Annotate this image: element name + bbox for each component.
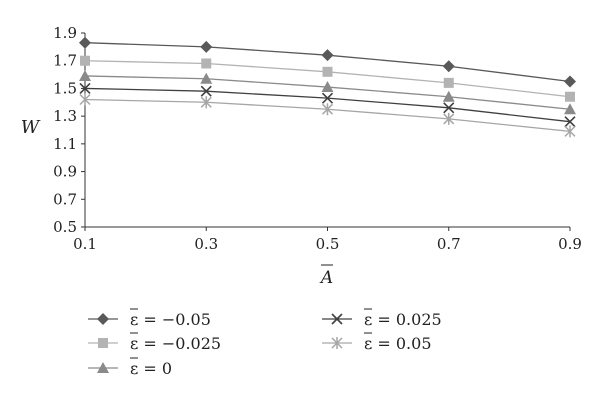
series-3 (79, 69, 576, 115)
data-point (321, 92, 334, 104)
data-point (564, 125, 576, 138)
data-point (564, 75, 576, 88)
data-point (321, 103, 334, 116)
series-4 (79, 82, 576, 128)
legend-item: ε = 0.05 (322, 332, 432, 353)
legend-item: ε = 0 (88, 357, 172, 378)
data-point (564, 103, 576, 115)
x-tick-label: 0.9 (558, 235, 582, 253)
data-point (80, 55, 90, 66)
legend-marker (331, 313, 343, 325)
data-point (564, 116, 576, 128)
data-point (200, 40, 213, 53)
legend-marker (331, 337, 343, 349)
legend-label: ε = 0 (130, 359, 172, 378)
x-tick-label: 0.3 (194, 235, 218, 253)
data-point (200, 85, 212, 97)
series-layer (79, 36, 576, 138)
legend-item: ε = −0.025 (88, 332, 221, 353)
legend-label: ε = −0.025 (130, 334, 221, 353)
data-point (565, 91, 575, 102)
x-axis-label: A (319, 268, 333, 288)
legend-marker (97, 362, 109, 373)
legend-marker (98, 338, 108, 348)
data-point (321, 49, 334, 62)
data-point (200, 96, 212, 109)
y-tick-label: 1.9 (53, 24, 77, 42)
y-tick-label: 0.5 (53, 218, 77, 236)
legend-item: ε = 0.025 (322, 308, 442, 329)
data-point (442, 90, 455, 102)
data-point (200, 72, 213, 84)
y-ticks: 0.5 0.7 0.9 1.1 1.3 1.5 1.7 1.9 (53, 24, 85, 236)
x-ticks: 0.1 0.3 0.5 0.7 0.9 (73, 227, 582, 253)
series-5 (79, 93, 576, 138)
data-point (443, 102, 455, 114)
y-tick-label: 1.1 (53, 135, 77, 153)
x-tick-label: 0.1 (73, 235, 97, 253)
legend-label: ε = −0.05 (130, 310, 211, 329)
y-tick-label: 1.3 (53, 107, 77, 125)
series-1 (79, 36, 576, 88)
x-tick-label: 0.5 (316, 235, 340, 253)
y-tick-label: 1.5 (53, 79, 77, 97)
data-point (79, 93, 91, 106)
data-point (79, 69, 91, 81)
legend-item: ε = −0.05 (88, 308, 211, 329)
y-tick-label: 1.7 (53, 52, 77, 70)
x-tick-label: 0.7 (437, 235, 461, 253)
y-tick-label: 0.7 (53, 190, 77, 208)
legend-label: ε = 0.05 (364, 334, 432, 353)
data-point (79, 36, 91, 49)
series-2 (80, 55, 575, 102)
legend-label: ε = 0.025 (364, 310, 442, 329)
data-point (201, 58, 212, 69)
y-tick-label: 0.9 (53, 163, 77, 181)
legend-marker (97, 313, 109, 325)
data-point (443, 112, 455, 125)
data-point (443, 77, 454, 88)
y-axis-label: W (21, 117, 41, 138)
legend: ε = −0.05 ε = −0.025 ε = 0 ε = 0.025 ε = 0.0… (88, 308, 442, 378)
data-point (321, 81, 334, 93)
data-point (322, 66, 333, 77)
data-point (442, 60, 455, 73)
data-point (79, 82, 91, 94)
